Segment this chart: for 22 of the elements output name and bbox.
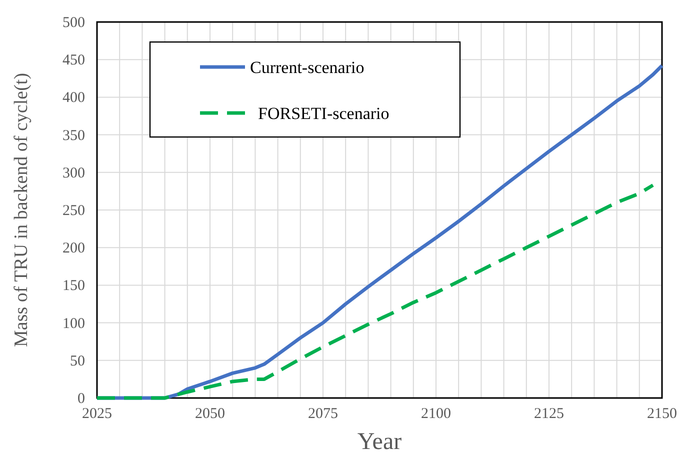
- y-tick-label: 400: [62, 90, 85, 106]
- x-tick-label: 2100: [421, 406, 451, 422]
- x-tick-label: 2150: [647, 406, 677, 422]
- y-tick-label: 250: [62, 203, 85, 219]
- y-tick-label: 500: [62, 15, 85, 31]
- y-tick-label: 350: [62, 128, 85, 144]
- x-tick-label: 2025: [82, 406, 112, 422]
- legend-label: Current-scenario: [250, 58, 364, 77]
- x-tick-label: 2125: [534, 406, 564, 422]
- y-tick-label: 100: [62, 316, 85, 332]
- x-axis-title: Year: [357, 429, 402, 455]
- y-tick-label: 50: [70, 353, 85, 370]
- legend-label: FORSETI-scenario: [258, 104, 390, 123]
- y-tick-label: 450: [62, 52, 85, 69]
- line-series: [95, 183, 655, 400]
- y-tick-label: 150: [62, 278, 85, 294]
- x-tick-label: 2075: [308, 406, 338, 422]
- x-tick-label: 2050: [195, 406, 225, 422]
- y-tick-label: 200: [62, 240, 85, 257]
- y-tick-label: 300: [62, 165, 85, 182]
- y-tick-label: 0: [78, 391, 85, 407]
- y-axis-title: Mass of TRU in backend of cycle(t): [11, 72, 32, 348]
